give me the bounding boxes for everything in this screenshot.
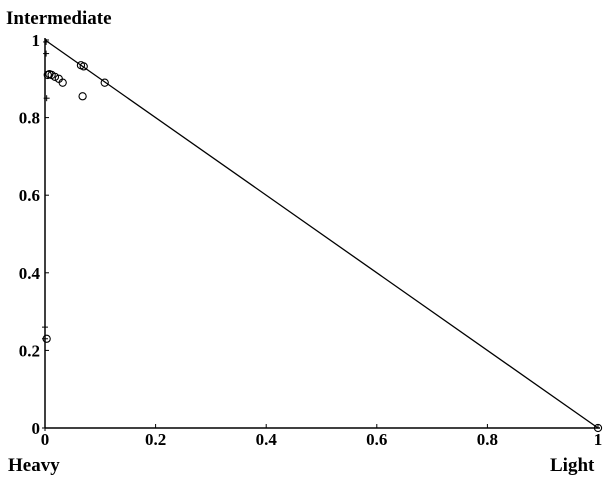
data-point-circle	[79, 62, 88, 71]
data-points	[42, 38, 603, 433]
y-tick-labels: 0 0.2 0.4 0.6 0.8 1	[19, 31, 41, 438]
data-point-circle	[78, 92, 87, 101]
x-tick-label: 0.8	[477, 430, 498, 449]
data-point-plus	[43, 38, 50, 45]
data-point-plus	[43, 95, 50, 102]
data-point-plus	[42, 335, 48, 342]
y-tick-label: 0.8	[19, 109, 40, 128]
y-tick-label: 1	[32, 31, 41, 50]
x-tick-label: 0	[41, 430, 50, 449]
data-point-plus	[43, 50, 50, 57]
data-point-circle	[50, 72, 60, 82]
x-tick-label: 0.4	[256, 430, 278, 449]
x-tick-label: 0.2	[145, 430, 166, 449]
y-tick-label: 0	[32, 419, 41, 438]
data-point-circle	[100, 78, 109, 87]
x-tick-label: 1	[594, 430, 603, 449]
corner-label-bottom-right: Light	[550, 455, 595, 476]
data-point-circle	[58, 78, 67, 87]
y-tick-label: 0.4	[19, 264, 41, 283]
axes	[44, 38, 600, 429]
y-tick-label: 0.2	[19, 341, 40, 360]
data-point-circle	[593, 423, 603, 433]
x-tick-labels: 0 0.2 0.4 0.6 0.8 1	[41, 430, 603, 449]
y-tick-label: 0.6	[19, 186, 40, 205]
corner-label-bottom-left: Heavy	[8, 455, 60, 476]
x-tick-label: 0.6	[366, 430, 387, 449]
data-point-plus	[42, 324, 48, 331]
reference-line	[44, 39, 599, 429]
corner-label-top: Intermediate	[6, 8, 112, 29]
data-point-plus	[42, 425, 48, 431]
